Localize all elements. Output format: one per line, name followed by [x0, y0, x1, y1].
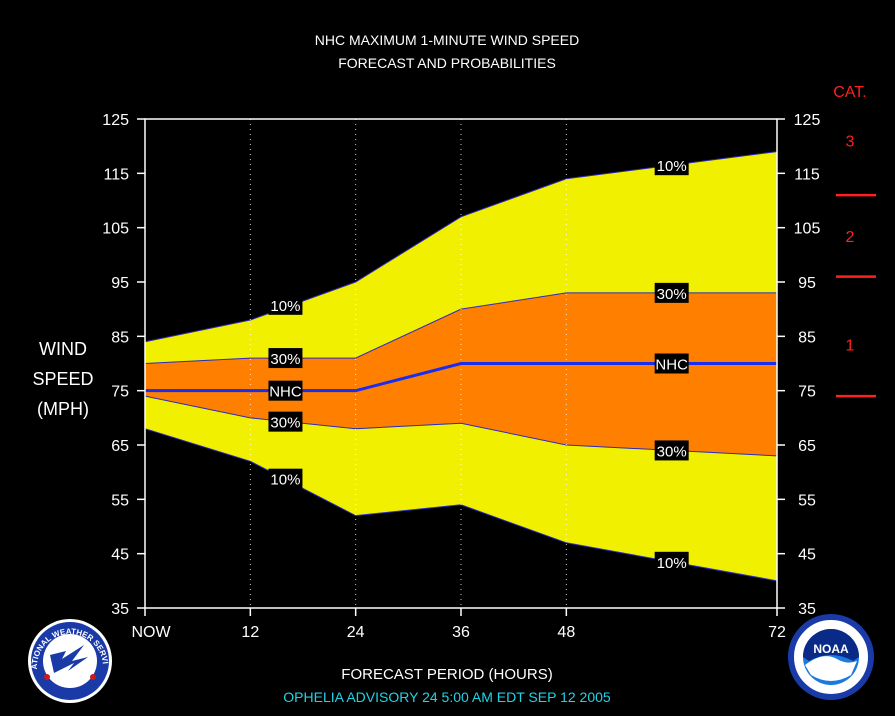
x-tick-label: 12 — [241, 624, 259, 641]
noaa-logo-text: NOAA — [813, 642, 849, 656]
y-tick-label-right: 105 — [794, 221, 821, 238]
series-label-box — [268, 348, 303, 369]
series-label-box — [268, 294, 303, 315]
series-label: 10% — [657, 555, 687, 572]
x-tick-label: 72 — [768, 624, 786, 641]
y-tick-label: 125 — [102, 112, 129, 129]
x-tick-label: 48 — [557, 624, 575, 641]
y-tick-label: 75 — [111, 384, 129, 401]
y-axis-left: 35 45 55 65 75 85 95 105 115 125 — [102, 112, 145, 618]
series-label-box — [654, 353, 689, 374]
series-label-box — [654, 155, 689, 176]
chart-subtitle: FORECAST AND PROBABILITIES — [338, 55, 556, 71]
y-tick-label: 115 — [103, 166, 129, 183]
series-label-box — [654, 282, 689, 303]
y-tick-label: 95 — [111, 275, 129, 292]
category-label: 3 — [846, 134, 855, 151]
series-label: 10% — [657, 158, 687, 175]
series-label: 30% — [270, 415, 300, 432]
series-label: NHC — [269, 384, 302, 401]
y-axis-label-line: WIND — [39, 339, 87, 359]
series-label-box — [268, 468, 303, 489]
y-tick-label-right: 115 — [794, 166, 820, 183]
boundary-line-1 — [144, 292, 777, 364]
x-axis: NOW 12 24 36 48 72 — [131, 608, 786, 641]
y-tick-label-right: 35 — [798, 601, 816, 618]
y-tick-label-right: 125 — [794, 112, 821, 129]
y-tick-label-right: 45 — [798, 547, 816, 564]
y-tick-label-right: 75 — [798, 384, 816, 401]
y-tick-label: 45 — [111, 547, 129, 564]
series-label: 10% — [270, 472, 300, 489]
category-label: 1 — [846, 337, 855, 354]
x-tick-label: 24 — [347, 624, 365, 641]
series-label-box — [268, 380, 303, 401]
y-tick-label-right: 65 — [798, 438, 816, 455]
series-label-box — [654, 440, 689, 461]
y-tick-label-right: 85 — [798, 329, 816, 346]
category-scale: CAT. 3 2 1 — [833, 84, 876, 398]
series-label: 30% — [657, 443, 687, 460]
y-axis-label: WIND SPEED (MPH) — [32, 339, 93, 419]
category-scale-title: CAT. — [833, 84, 866, 101]
y-tick-label: 55 — [111, 492, 129, 509]
y-tick-label: 85 — [111, 329, 129, 346]
y-tick-label-right: 95 — [798, 275, 816, 292]
series-label-box — [268, 411, 303, 432]
category-label: 2 — [846, 229, 855, 246]
y-axis-label-line: (MPH) — [37, 399, 89, 419]
y-axis-right: 35 45 55 65 75 85 95 105 115 125 — [777, 112, 820, 618]
nws-logo: NATIONAL WEATHER SERVICE — [28, 619, 112, 703]
boundary-line-2 — [144, 395, 778, 457]
nhc-forecast-line — [145, 362, 777, 393]
series-label: 30% — [657, 286, 687, 303]
series-label-box — [654, 551, 689, 572]
boundary-line-3 — [144, 428, 778, 582]
series-label: NHC — [655, 357, 688, 374]
y-axis-label-line: SPEED — [32, 369, 93, 389]
series-label: 10% — [270, 298, 300, 315]
x-axis-label: FORECAST PERIOD (HOURS) — [341, 666, 552, 683]
chart-title: NHC MAXIMUM 1-MINUTE WIND SPEED — [315, 32, 579, 48]
series-label: 30% — [270, 351, 300, 368]
y-tick-label: 65 — [111, 438, 129, 455]
advisory-line: OPHELIA ADVISORY 24 5:00 AM EDT SEP 12 2… — [283, 689, 611, 705]
x-tick-label: NOW — [131, 624, 171, 641]
y-tick-label-right: 55 — [798, 492, 816, 509]
boundary-line-0 — [144, 151, 778, 343]
y-tick-label: 105 — [102, 221, 129, 238]
noaa-logo: NOAA — [788, 614, 874, 700]
x-tick-label: 36 — [452, 624, 470, 641]
y-tick-label: 35 — [111, 601, 129, 618]
plot-area: 10% 30% NHC 30% 10% 10% 30% NHC 30% 10% — [144, 118, 778, 609]
